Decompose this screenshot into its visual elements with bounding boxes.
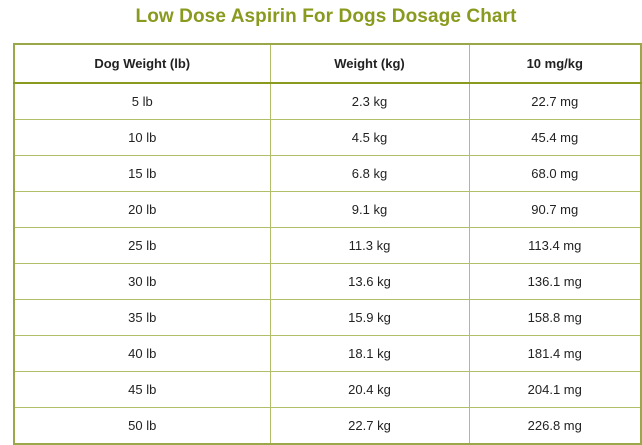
cell-dose-mg: 158.8 mg xyxy=(468,299,642,336)
table-row: 35 lb 15.9 kg 158.8 mg xyxy=(13,299,642,336)
column-header-weight-kg: Weight (kg) xyxy=(269,43,470,84)
cell-dog-weight-lb: 5 lb xyxy=(13,82,271,120)
cell-dog-weight-lb: 15 lb xyxy=(13,155,271,192)
cell-dog-weight-lb: 25 lb xyxy=(13,227,271,264)
column-header-dose-10-mg-per-kg: 10 mg/kg xyxy=(468,43,642,84)
table-row: 50 lb 22.7 kg 226.8 mg xyxy=(13,407,642,445)
cell-dose-mg: 22.7 mg xyxy=(468,82,642,120)
cell-weight-kg: 2.3 kg xyxy=(269,82,470,120)
cell-dog-weight-lb: 10 lb xyxy=(13,119,271,156)
table-row: 5 lb 2.3 kg 22.7 mg xyxy=(13,82,642,120)
table-row: 10 lb 4.5 kg 45.4 mg xyxy=(13,119,642,156)
cell-weight-kg: 22.7 kg xyxy=(269,407,470,445)
cell-dose-mg: 113.4 mg xyxy=(468,227,642,264)
dosage-table: Dog Weight (lb) Weight (kg) 10 mg/kg 5 l… xyxy=(13,43,642,445)
page-title: Low Dose Aspirin For Dogs Dosage Chart xyxy=(135,6,517,27)
cell-weight-kg: 15.9 kg xyxy=(269,299,470,336)
cell-dose-mg: 45.4 mg xyxy=(468,119,642,156)
cell-dog-weight-lb: 30 lb xyxy=(13,263,271,300)
cell-dog-weight-lb: 45 lb xyxy=(13,371,271,408)
cell-weight-kg: 4.5 kg xyxy=(269,119,470,156)
cell-dog-weight-lb: 40 lb xyxy=(13,335,271,372)
table-row: 30 lb 13.6 kg 136.1 mg xyxy=(13,263,642,300)
cell-dog-weight-lb: 35 lb xyxy=(13,299,271,336)
table-header-row: Dog Weight (lb) Weight (kg) 10 mg/kg xyxy=(13,43,642,84)
cell-dose-mg: 204.1 mg xyxy=(468,371,642,408)
cell-weight-kg: 20.4 kg xyxy=(269,371,470,408)
cell-weight-kg: 13.6 kg xyxy=(269,263,470,300)
cell-weight-kg: 11.3 kg xyxy=(269,227,470,264)
cell-dose-mg: 68.0 mg xyxy=(468,155,642,192)
cell-weight-kg: 18.1 kg xyxy=(269,335,470,372)
table-row: 20 lb 9.1 kg 90.7 mg xyxy=(13,191,642,228)
table-row: 40 lb 18.1 kg 181.4 mg xyxy=(13,335,642,372)
table-row: 45 lb 20.4 kg 204.1 mg xyxy=(13,371,642,408)
cell-dog-weight-lb: 20 lb xyxy=(13,191,271,228)
table-row: 15 lb 6.8 kg 68.0 mg xyxy=(13,155,642,192)
cell-weight-kg: 6.8 kg xyxy=(269,155,470,192)
cell-weight-kg: 9.1 kg xyxy=(269,191,470,228)
cell-dose-mg: 136.1 mg xyxy=(468,263,642,300)
column-header-dog-weight-lb: Dog Weight (lb) xyxy=(13,43,271,84)
cell-dose-mg: 181.4 mg xyxy=(468,335,642,372)
cell-dog-weight-lb: 50 lb xyxy=(13,407,271,445)
table-row: 25 lb 11.3 kg 113.4 mg xyxy=(13,227,642,264)
cell-dose-mg: 226.8 mg xyxy=(468,407,642,445)
cell-dose-mg: 90.7 mg xyxy=(468,191,642,228)
